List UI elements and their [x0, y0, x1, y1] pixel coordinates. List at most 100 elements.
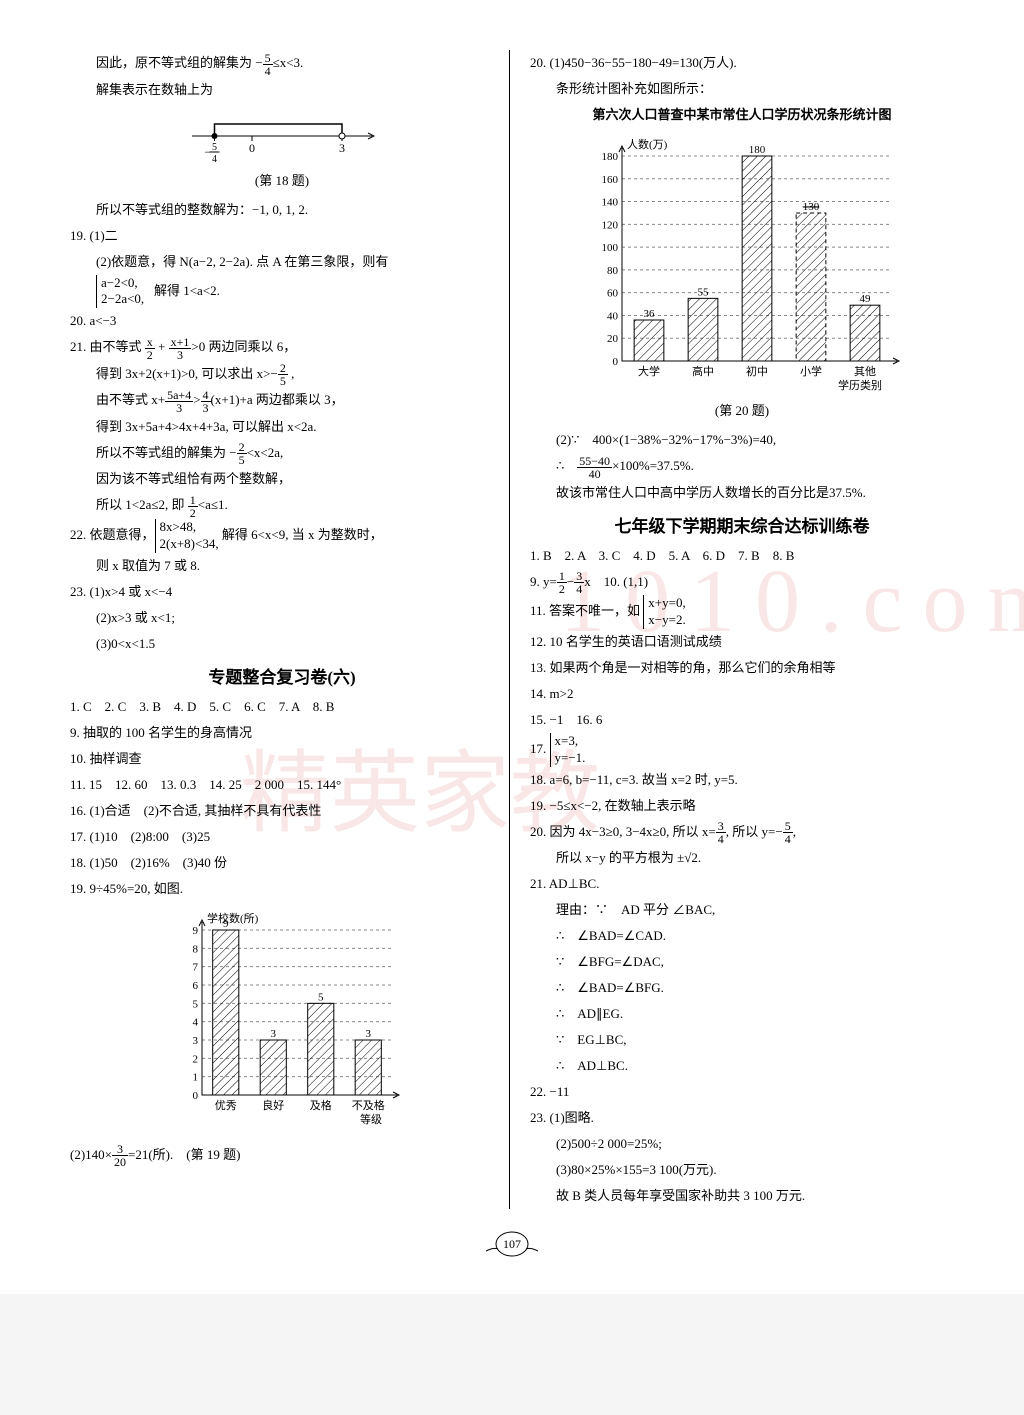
text-line: 所以不等式组的整数解为：−1, 0, 1, 2. [70, 197, 494, 223]
svg-text:80: 80 [607, 265, 619, 277]
text-line: 15. −1 16. 6 [530, 707, 954, 733]
svg-text:180: 180 [602, 151, 619, 163]
svg-text:36: 36 [644, 308, 656, 320]
svg-text:学校数(所): 学校数(所) [207, 911, 259, 925]
text-line: 21. AD⊥BC. [530, 871, 954, 897]
page-number: 107 [70, 1229, 954, 1264]
svg-text:3: 3 [271, 1028, 277, 1040]
text-line: 条形统计图补充如图所示： [530, 76, 954, 102]
svg-text:良好: 良好 [262, 1098, 284, 1112]
column-left: 因此，原不等式组的解集为 −54≤x<3. 解集表示在数轴上为 03−54 (第… [70, 50, 510, 1209]
svg-text:55: 55 [698, 286, 710, 298]
svg-text:7: 7 [193, 961, 199, 973]
column-right: 20. (1)450−36−55−180−49=130(万人). 条形统计图补充… [530, 50, 954, 1209]
text-line: ∵ ∠BFG=∠DAC, [530, 949, 954, 975]
text-line: 23. (1)x>4 或 x<−4 [70, 579, 494, 605]
text-line: 9. 抽取的 100 名学生的身高情况 [70, 720, 494, 746]
svg-text:学历类别: 学历类别 [838, 378, 882, 392]
text-line: 9. y=12−34x 10. (1,1) [530, 569, 954, 596]
section-title: 七年级下学期期末综合达标训练卷 [530, 512, 954, 537]
text-line: 理由：∵ AD 平分 ∠BAC, [530, 897, 954, 923]
page: 精英家教 1010.com 因此，原不等式组的解集为 −54≤x<3. 解集表示… [0, 0, 1024, 1294]
svg-text:其他: 其他 [854, 365, 876, 378]
svg-text:初中: 初中 [746, 364, 768, 378]
text-line: 17. x=3,y=−1. [530, 733, 954, 767]
svg-text:130: 130 [803, 201, 820, 213]
text-line: 21. 由不等式 x2 + x+13>0 两边同乘以 6， [70, 334, 494, 361]
svg-text:4: 4 [212, 154, 217, 165]
text-line: 因此，原不等式组的解集为 −54≤x<3. [70, 50, 494, 77]
svg-text:49: 49 [860, 293, 872, 305]
text-line: 17. (1)10 (2)8:00 (3)25 [70, 824, 494, 850]
text-line: 20. (1)450−36−55−180−49=130(万人). [530, 50, 954, 76]
fraction: 54 [263, 52, 273, 77]
svg-text:0: 0 [249, 141, 255, 155]
text-line: 故该市常住人口中高中学历人数增长的百分比是37.5%. [530, 480, 954, 506]
text-line: (3)80×25%×155=3 100(万元). [530, 1157, 954, 1183]
text-line: 20. 因为 4x−3≥0, 3−4x≥0, 所以 x=34, 所以 y=−54… [530, 819, 954, 846]
section-title: 专题整合复习卷(六) [70, 663, 494, 688]
brace-group: a−2<0,2−2a<0, [96, 275, 144, 309]
text-line: 19. −5≤x<−2, 在数轴上表示略 [530, 793, 954, 819]
text: 因此，原不等式组的解集为 − [96, 55, 263, 70]
svg-text:优秀: 优秀 [215, 1099, 237, 1112]
text-line: ∴ ∠BAD=∠BFG. [530, 975, 954, 1001]
text-line: 12. 10 名学生的英语口语测试成绩 [530, 629, 954, 655]
svg-text:大学: 大学 [638, 364, 660, 378]
svg-text:100: 100 [602, 242, 619, 254]
svg-text:180: 180 [749, 144, 766, 156]
svg-text:4: 4 [193, 1016, 199, 1028]
bar-chart-19: 01234567899优秀3良好5及格3不及格学校数(所)等级 [70, 910, 494, 1134]
text-line: (2)500÷2 000=25%; [530, 1131, 954, 1157]
text-line: (2)140×320=21(所). (第 19 题) [70, 1142, 494, 1169]
chart-title: 第六次人口普查中某市常住人口学历状况条形统计图 [530, 102, 954, 128]
text-line: 18. (1)50 (2)16% (3)40 份 [70, 850, 494, 876]
text-line: 18. a=6, b=−11, c=3. 故当 x=2 时, y=5. [530, 767, 954, 793]
text-line: ∴ ∠BAD=∠CAD. [530, 923, 954, 949]
text-line: (2)∵ 400×(1−38%−32%−17%−3%)=40, [530, 427, 954, 453]
text-line: 所以 1<2a≤2, 即 12<a≤1. [70, 492, 494, 519]
text-line: 得到 3x+2(x+1)>0, 可以求出 x>−25 , [70, 361, 494, 388]
text-line: 则 x 取值为 7 或 8. [70, 553, 494, 579]
text-line: (3)0<x<1.5 [70, 631, 494, 657]
svg-text:2: 2 [193, 1053, 199, 1065]
svg-text:160: 160 [602, 174, 619, 186]
text-line: (2)x>3 或 x<1; [70, 605, 494, 631]
text-line: 23. (1)图略. [530, 1105, 954, 1131]
text-line: 因为该不等式组恰有两个整数解， [70, 466, 494, 492]
svg-text:小学: 小学 [800, 364, 822, 378]
svg-text:3: 3 [366, 1028, 372, 1040]
svg-text:9: 9 [193, 925, 199, 937]
svg-text:8: 8 [193, 943, 199, 955]
text-line: ∴ 55−4040×100%=37.5%. [530, 453, 954, 480]
svg-text:3: 3 [193, 1035, 199, 1047]
text-line: 所以 x−y 的平方根为 ±√2. [530, 845, 954, 871]
text-line: (2)依题意，得 N(a−2, 2−2a). 点 A 在第三象限，则有 [70, 249, 494, 275]
svg-text:等级: 等级 [360, 1112, 382, 1126]
text-line: a−2<0,2−2a<0, 解得 1<a<2. [70, 275, 494, 309]
text-line: 由不等式 x+5a+43>43(x+1)+a 两边都乘以 3， [70, 387, 494, 414]
text-line: ∵ EG⊥BC, [530, 1027, 954, 1053]
svg-text:1: 1 [193, 1071, 199, 1083]
svg-text:及格: 及格 [310, 1098, 332, 1112]
text-line: 22. −11 [530, 1079, 954, 1105]
text-line: 所以不等式组的解集为 −25<x<2a, [70, 440, 494, 467]
chart-caption: (第 20 题) [530, 400, 954, 419]
chart-caption: (第 18 题) [70, 170, 494, 189]
svg-text:不及格: 不及格 [352, 1098, 385, 1112]
svg-text:0: 0 [193, 1090, 199, 1102]
text-line: 10. 抽样调查 [70, 746, 494, 772]
text-line: 解集表示在数轴上为 [70, 77, 494, 103]
text-line: 故 B 类人员每年享受国家补助共 3 100 万元. [530, 1183, 954, 1209]
text-line: ∴ AD⊥BC. [530, 1053, 954, 1079]
text-line: 1. B 2. A 3. C 4. D 5. A 6. D 7. B 8. B [530, 543, 954, 569]
svg-text:0: 0 [613, 356, 619, 368]
text-line: 19. 9÷45%=20, 如图. [70, 876, 494, 902]
svg-text:高中: 高中 [692, 364, 714, 378]
text-line: 16. (1)合适 (2)不合适, 其抽样不具有代表性 [70, 798, 494, 824]
svg-text:60: 60 [607, 288, 619, 300]
chart-caption: (第 19 题) [186, 1147, 240, 1162]
svg-text:人数(万): 人数(万) [627, 138, 668, 151]
svg-text:5: 5 [318, 991, 324, 1003]
text-line: 20. a<−3 [70, 308, 494, 334]
